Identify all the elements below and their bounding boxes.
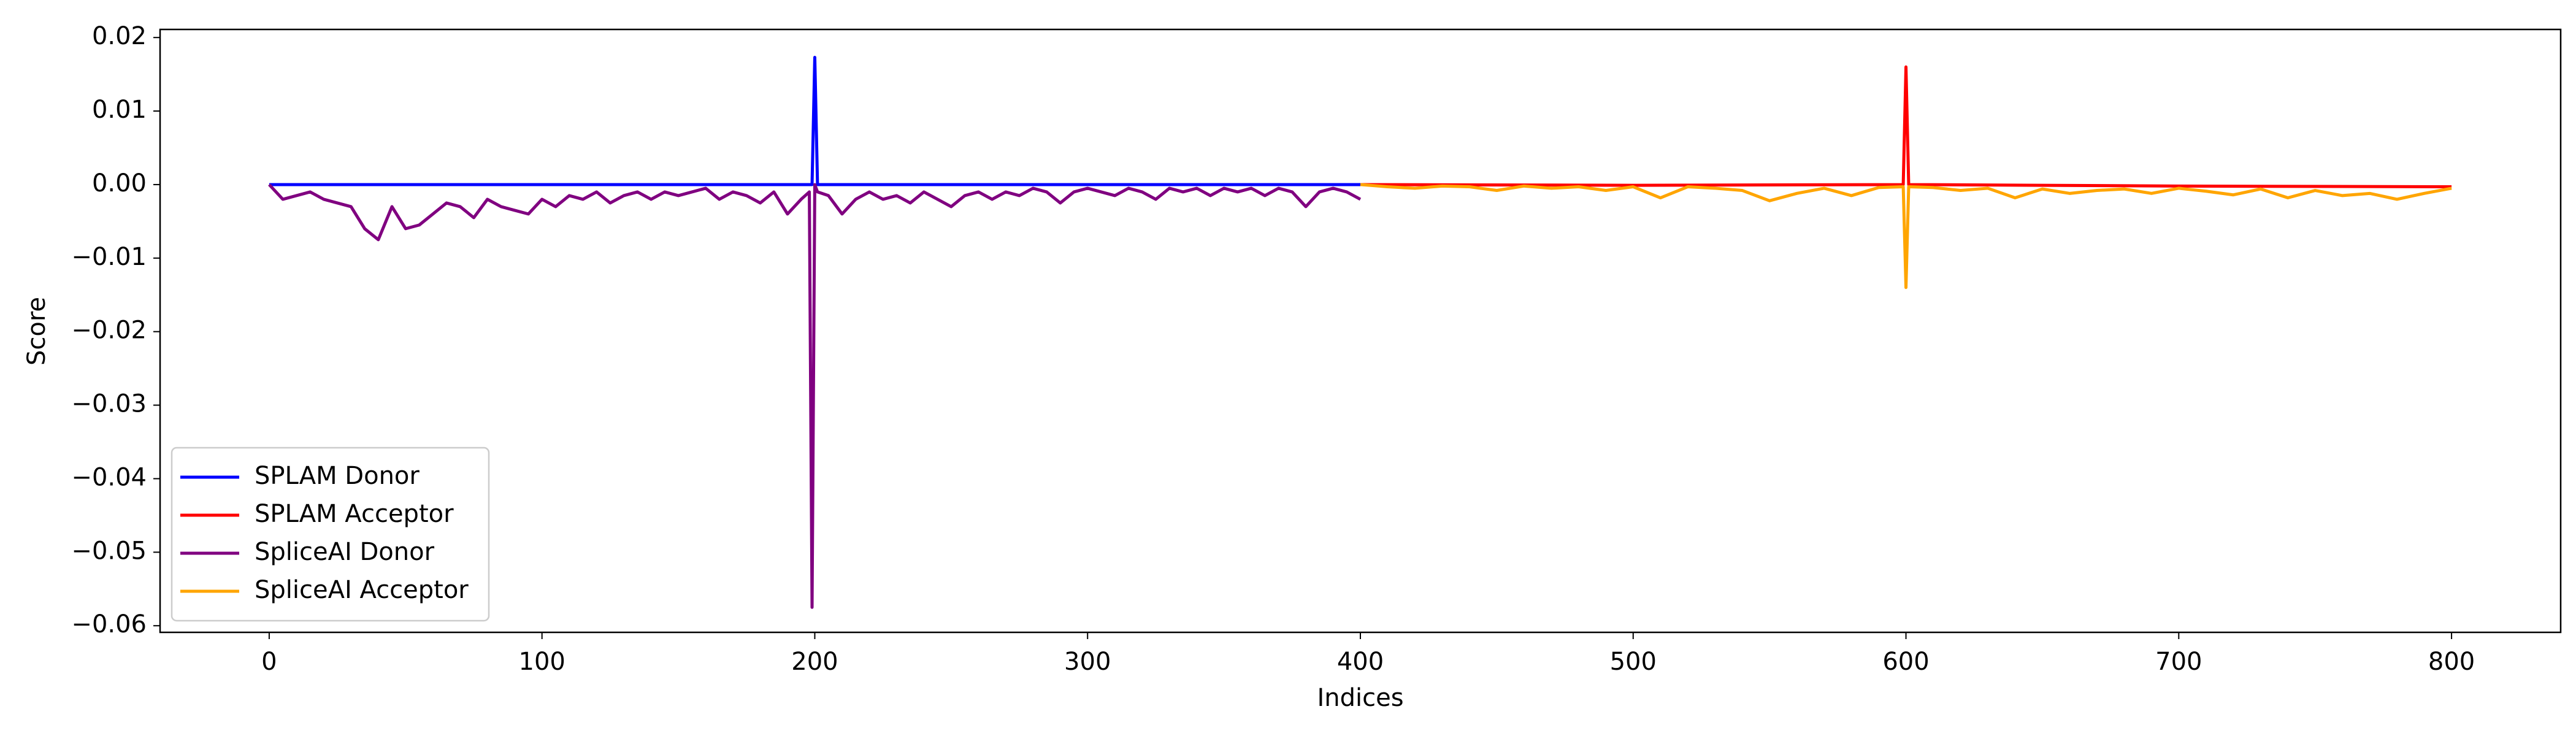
x-tick-label: 0 xyxy=(261,648,277,676)
y-tick-label: −0.01 xyxy=(71,243,147,271)
legend: SPLAM Donor SPLAM Acceptor SpliceAI Donor S… xyxy=(171,447,490,622)
y-tick-label: 0.02 xyxy=(92,22,147,50)
x-tick-label: 700 xyxy=(2155,648,2202,676)
x-tick-label: 100 xyxy=(519,648,565,676)
series-line xyxy=(1360,183,2452,289)
x-tick-label: 800 xyxy=(2428,648,2475,676)
x-tick-label: 600 xyxy=(1882,648,1929,676)
legend-box xyxy=(171,447,490,622)
legend-label: SPLAM Donor xyxy=(255,462,420,490)
x-tick-label: 500 xyxy=(1610,648,1657,676)
y-tick-label: −0.03 xyxy=(71,390,147,418)
y-tick-label: −0.06 xyxy=(71,610,147,638)
x-axis-label: Indices xyxy=(1317,684,1403,712)
y-tick-label: −0.04 xyxy=(71,463,147,491)
y-tick-label: −0.05 xyxy=(71,537,147,565)
legend-label: SpliceAI Acceptor xyxy=(255,576,469,604)
x-tick-label: 200 xyxy=(791,648,838,676)
x-tick-label: 400 xyxy=(1337,648,1384,676)
x-tick-label: 300 xyxy=(1064,648,1111,676)
series-line xyxy=(269,56,1360,186)
y-tick-label: −0.02 xyxy=(71,316,147,345)
y-axis-label: Score xyxy=(23,297,51,366)
legend-label: SpliceAI Donor xyxy=(255,538,435,566)
legend-label: SPLAM Acceptor xyxy=(255,500,454,528)
series-line xyxy=(268,183,1362,609)
y-tick-label: 0.01 xyxy=(92,96,147,124)
plot-frame xyxy=(159,28,2562,634)
y-tick-label: 0.00 xyxy=(92,169,147,197)
